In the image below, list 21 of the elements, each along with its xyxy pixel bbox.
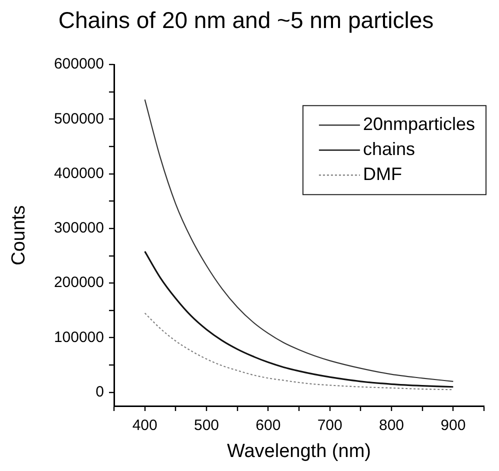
y-tick-label: 100000 xyxy=(54,328,104,346)
x-tick-label: 800 xyxy=(378,417,404,434)
line-series xyxy=(144,250,454,388)
x-tick-label: 900 xyxy=(440,417,466,434)
chart-title: Chains of 20 nm and ~5 nm particles xyxy=(58,7,434,34)
y-tick-label: 400000 xyxy=(54,164,104,182)
legend-label: 20nmparticles xyxy=(362,114,476,134)
y-axis-title: Counts xyxy=(8,205,30,266)
line-series xyxy=(144,312,454,390)
y-tick-label: 600000 xyxy=(54,56,104,73)
x-tick-label: 700 xyxy=(317,417,342,434)
y-tick-label: 300000 xyxy=(54,220,104,237)
y-tick-label: 500000 xyxy=(54,110,104,128)
x-tick-label: 500 xyxy=(194,417,220,434)
y-tick-label: 0 xyxy=(96,383,104,400)
x-axis-title: Wavelength (nm) xyxy=(227,440,371,462)
legend-label: chains xyxy=(362,139,415,160)
x-tick-label: 600 xyxy=(256,417,281,434)
legend-label: DMF xyxy=(362,164,402,184)
y-tick-label: 200000 xyxy=(54,274,104,292)
x-tick-label: 400 xyxy=(132,417,158,434)
